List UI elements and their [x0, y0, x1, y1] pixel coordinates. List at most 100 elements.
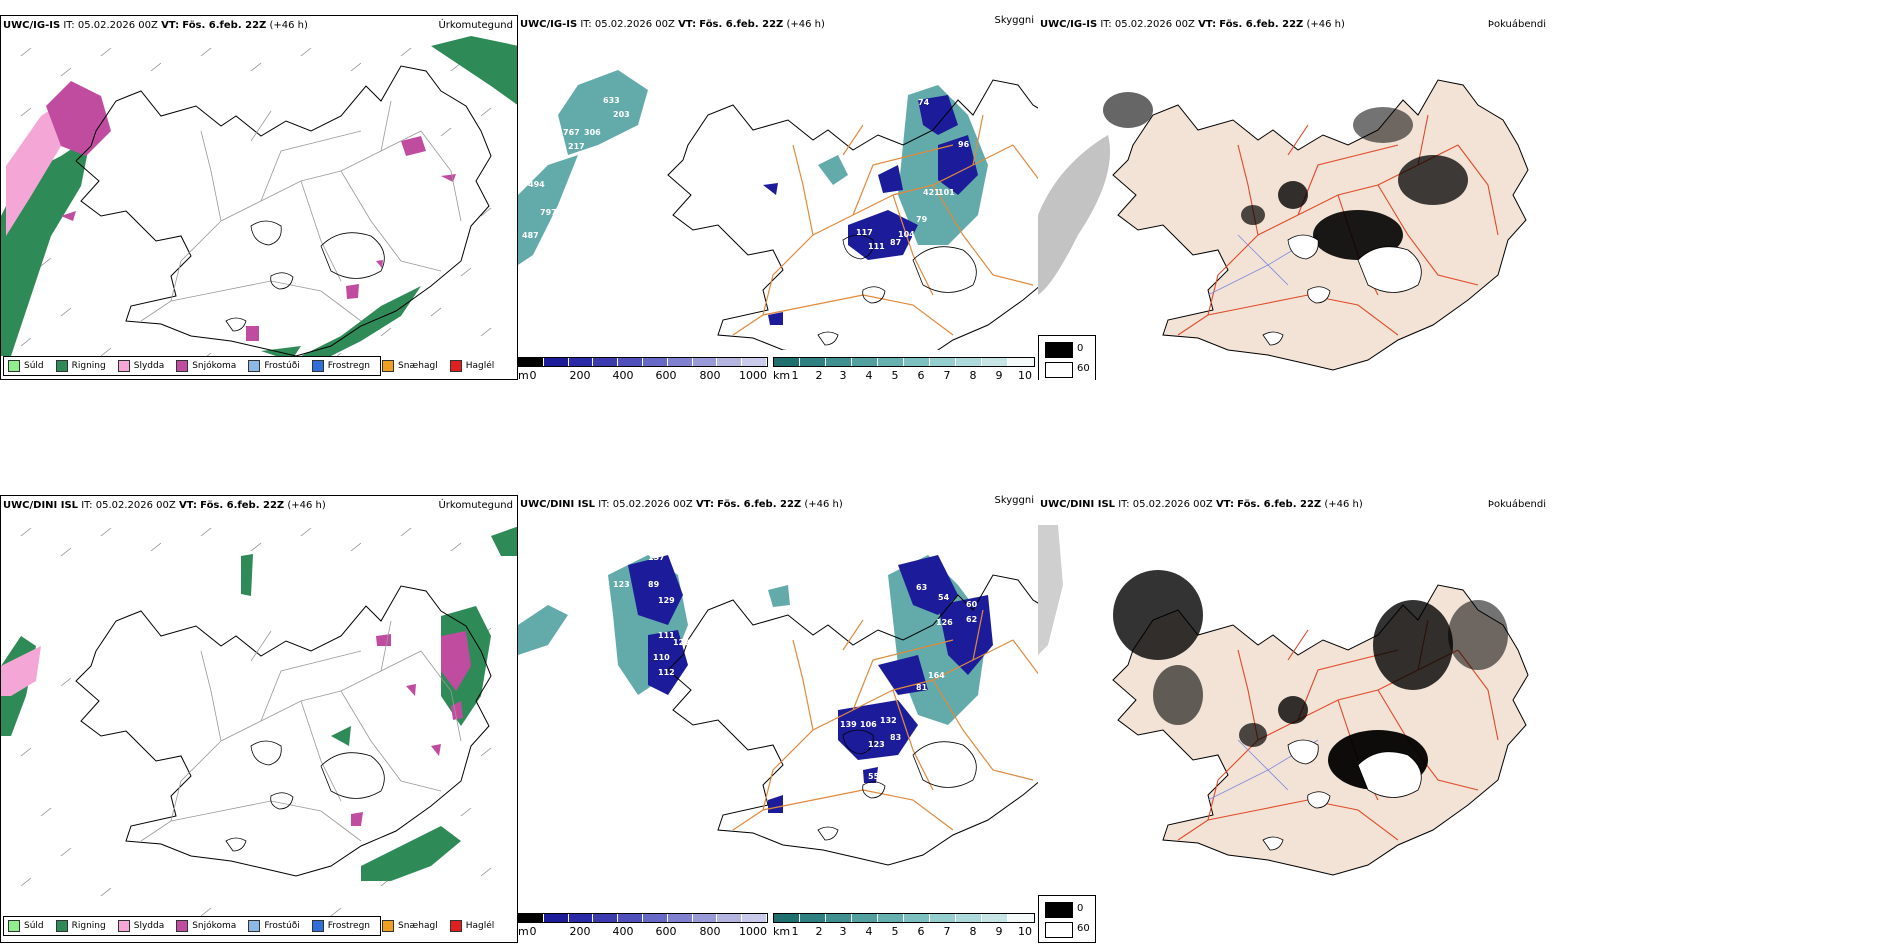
tick: 3: [839, 369, 847, 380]
value-label: 123: [613, 580, 630, 589]
legend-sleet: Slydda: [117, 920, 164, 932]
tick: 6: [917, 925, 925, 938]
field-title: Skyggni: [994, 15, 1034, 26]
value-label: 63: [916, 583, 927, 592]
value-label: 81: [916, 683, 928, 692]
visibility-colorbar: km 1 2 3 4 5 6 7 8 9 10: [773, 357, 1035, 380]
panel-header: UWC/DINI ISL IT: 05.02.2026 00Z VT: Fös.…: [3, 500, 326, 511]
precip-type-panel-1: UWC/IG-IS IT: 05.02.2026 00Z VT: Fös. 6.…: [0, 15, 518, 380]
tick: 6: [917, 369, 925, 380]
value-label: 101: [938, 188, 955, 197]
sleet-areas: [6, 96, 71, 236]
visibility-panel-1: UWC/IG-IS IT: 05.02.2026 00Z VT: Fös. 6.…: [518, 15, 1038, 380]
tick: 800: [699, 369, 721, 380]
value-label: 217: [568, 142, 585, 151]
value-label: 55: [868, 772, 880, 781]
panel-header: UWC/DINI ISL IT: 05.02.2026 00Z VT: Fös.…: [1040, 499, 1363, 510]
fog-swirl-offshore: [1038, 525, 1063, 655]
visibility-map: 633 203 119 767 306 217 494 797 487 74 9…: [518, 70, 1038, 350]
value-label: 112: [658, 668, 675, 677]
panel-header: UWC/IG-IS IT: 05.02.2026 00Z VT: Fös. 6.…: [520, 19, 825, 30]
value-label: 203: [613, 110, 630, 119]
legend-hail: Haglél: [449, 360, 494, 372]
value-label: 139: [840, 720, 857, 729]
value-label: 633: [603, 96, 620, 105]
tick: 0: [529, 369, 537, 380]
legend-freezing-drizzle: Frostúði: [248, 360, 300, 372]
field-title: Skyggni: [994, 495, 1034, 506]
value-label: 62: [966, 615, 977, 624]
snow-areas: [351, 631, 471, 826]
value-label: 110: [653, 653, 670, 662]
legend-rain: Rigning: [55, 360, 106, 372]
field-title: Úrkomutegund: [438, 500, 513, 511]
fog-legend: 0 60: [1038, 895, 1096, 943]
rain-areas: [1, 526, 517, 881]
legend-freezing-rain: Frostregn: [311, 360, 370, 372]
field-title: Úrkomutegund: [438, 20, 513, 31]
fog-panel-2: UWC/DINI ISL IT: 05.02.2026 00Z VT: Fös.…: [1038, 495, 1552, 943]
value-label: 54: [938, 593, 950, 602]
value-label: 164: [928, 671, 945, 680]
tick: 600: [655, 925, 677, 938]
field-title: Þokuábendi: [1487, 19, 1546, 30]
legend-rain: Rigning: [55, 920, 106, 932]
wind-barbs: [20, 527, 492, 917]
tick: 1: [791, 925, 799, 938]
value-labels: 633 203 119 767 306 217 494 797 487 74 9…: [522, 96, 970, 279]
tick: 9: [995, 369, 1003, 380]
value-label: 74: [918, 98, 930, 107]
tick: 8: [969, 369, 977, 380]
cloud-base-areas: [763, 95, 978, 325]
value-label: 71: [868, 270, 880, 279]
tick: 3: [839, 925, 847, 938]
value-label: 106: [860, 720, 877, 729]
value-label: 60: [966, 600, 978, 609]
value-label: 89: [648, 580, 660, 589]
value-label: 494: [528, 180, 545, 189]
fog-map: [1038, 79, 1529, 371]
value-label: 111: [868, 242, 885, 251]
precip-legend: Súld Rigning Slydda Snjókoma Frostúði Fr…: [3, 916, 494, 936]
precip-legend: Súld Rigning Slydda Snjókoma Frostúði Fr…: [3, 356, 494, 376]
value-label: 111: [658, 631, 675, 640]
value-label: 79: [916, 215, 928, 224]
tick: 4: [865, 925, 873, 938]
legend-snow: Snjókoma: [176, 360, 236, 372]
value-label: 104: [898, 230, 915, 239]
tick: 1000: [739, 925, 767, 938]
value-label: 119: [643, 110, 660, 119]
value-label: 137: [648, 553, 665, 562]
value-label: 117: [856, 228, 873, 237]
legend-snow: Snjókoma: [176, 920, 236, 932]
tick: 4: [865, 369, 873, 380]
value-label: 797: [540, 208, 557, 217]
legend-drizzle: Súld: [8, 920, 44, 932]
tick: 10: [1018, 925, 1032, 938]
tick: 9: [995, 925, 1003, 938]
visibility-panel-2: UWC/DINI ISL IT: 05.02.2026 00Z VT: Fös.…: [518, 495, 1038, 943]
tick: 7: [943, 369, 951, 380]
panel-header: UWC/IG-IS IT: 05.02.2026 00Z VT: Fös. 6.…: [3, 20, 308, 31]
tick: 0: [529, 925, 537, 938]
value-label: 306: [584, 128, 601, 137]
tick: 10: [1018, 369, 1032, 380]
tick: 7: [943, 925, 951, 938]
tick: 2: [815, 925, 823, 938]
cloud-base-areas: [628, 555, 993, 813]
tick: 400: [612, 925, 634, 938]
value-labels: 137 123 89 129 111 122 110 112 63 54 60 …: [613, 553, 978, 781]
value-label: 421: [923, 188, 940, 197]
rain-areas: [1, 36, 517, 361]
value-label: 87: [890, 238, 901, 247]
legend-drizzle: Súld: [8, 360, 44, 372]
panel-header: UWC/DINI ISL IT: 05.02.2026 00Z VT: Fös.…: [520, 499, 843, 510]
tick: 200: [569, 925, 591, 938]
sleet-areas: [1, 646, 41, 696]
legend-freezing-drizzle: Frostúði: [248, 920, 300, 932]
fog-legend: 0 60: [1038, 335, 1096, 380]
value-label: 122: [673, 638, 690, 647]
legend-freezing-rain: Frostregn: [311, 920, 370, 932]
cloud-base-colorbar: m 0 200 400 600 800 1000: [518, 357, 768, 380]
tick: 800: [699, 925, 721, 938]
